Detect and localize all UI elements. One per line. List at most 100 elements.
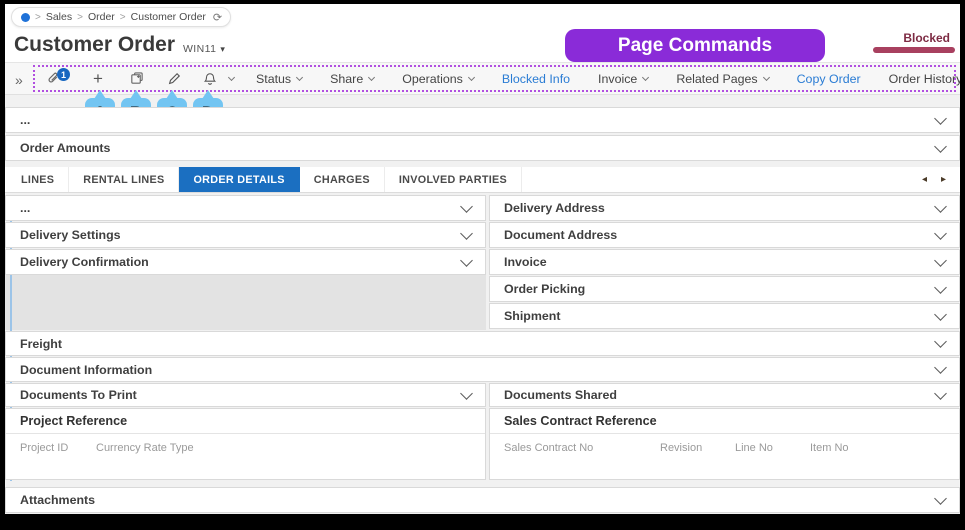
chevron-down-icon <box>934 253 947 267</box>
invoice-menu-label: Invoice <box>598 71 638 86</box>
section-label: Shipment <box>504 309 561 323</box>
section-row-invoice[interactable]: Invoice <box>489 249 960 275</box>
section-row-attachments[interactable]: Attachments <box>5 487 960 513</box>
chevron-down-icon <box>460 226 473 240</box>
action-toolbar: » 1 + <box>5 62 960 95</box>
copy-order-label: Copy Order <box>796 71 861 86</box>
toolbar-icon-group: 1 + <box>45 67 239 91</box>
section-row-delivery-confirmation[interactable]: Delivery Confirmation <box>5 249 486 275</box>
caret-down-icon: ▾ <box>220 44 226 54</box>
app-dot-icon <box>21 12 30 22</box>
refresh-icon[interactable]: ⟳ <box>212 11 223 24</box>
breadcrumb-item-order[interactable]: Order <box>87 11 115 23</box>
edit-button[interactable] <box>161 67 187 91</box>
breadcrumb-separator: > <box>35 11 41 23</box>
paperclip-icon <box>46 71 61 86</box>
section-row-document-address[interactable]: Document Address <box>489 222 960 248</box>
tab-scroll-right-icon[interactable]: ▸ <box>940 174 946 185</box>
chevron-down-icon <box>460 199 473 213</box>
chevron-down-icon <box>934 307 947 321</box>
field-label-currency-rate-type: Currency Rate Type <box>96 442 194 454</box>
section-label: Invoice <box>504 255 547 269</box>
section-row-order-picking[interactable]: Order Picking <box>489 276 960 302</box>
section-label: Delivery Address <box>504 201 605 215</box>
chevron-down-icon <box>368 73 376 81</box>
section-label: Order Amounts <box>20 141 111 155</box>
tab-strip: LINES RENTAL LINES ORDER DETAILS CHARGES… <box>5 167 960 193</box>
double-chevron-icon: » <box>15 71 23 88</box>
order-history-button[interactable]: Order History <box>878 72 960 86</box>
field-label-line-no: Line No <box>735 442 773 454</box>
app-window: > Sales > Order > Customer Order ⟳ Custo… <box>5 4 960 514</box>
chevron-down-icon <box>934 111 947 125</box>
section-label: Delivery Settings <box>20 228 121 242</box>
chevron-down-icon <box>934 386 947 400</box>
sales-contract-reference-header: Sales Contract Reference <box>490 409 959 434</box>
section-row-freight[interactable]: Freight <box>5 331 960 356</box>
section-row-documents-to-print[interactable]: Documents To Print <box>5 383 486 407</box>
section-row-more-top[interactable]: ... <box>5 107 960 133</box>
section-label: Document Information <box>20 362 153 377</box>
copy-order-button[interactable]: Copy Order <box>786 72 872 86</box>
chevron-down-icon <box>642 73 650 81</box>
section-label: Delivery Confirmation <box>20 255 149 269</box>
status-menu[interactable]: Status <box>245 72 313 86</box>
related-pages-menu[interactable]: Related Pages <box>665 72 779 86</box>
section-row-more-left[interactable]: ... <box>5 195 486 221</box>
tab-lines[interactable]: LINES <box>7 167 70 192</box>
breadcrumb-separator: > <box>119 11 126 23</box>
section-row-delivery-address[interactable]: Delivery Address <box>489 195 960 221</box>
new-button[interactable]: + <box>85 67 111 91</box>
breadcrumb-separator: > <box>77 11 83 23</box>
toolbar-highlight-outline: 1 + <box>33 65 960 92</box>
blocked-info-label: Blocked Info <box>501 71 571 86</box>
attachments-button[interactable]: 1 <box>45 67 71 91</box>
notifications-button[interactable] <box>197 67 223 91</box>
notifications-dropdown[interactable] <box>223 67 239 91</box>
tab-scroll-left-icon[interactable]: ◂ <box>921 174 927 185</box>
section-row-delivery-settings[interactable]: Delivery Settings <box>5 222 486 248</box>
chevron-down-icon <box>934 361 947 374</box>
company-label: WIN11 <box>183 43 217 55</box>
section-row-documents-shared[interactable]: Documents Shared <box>489 383 960 407</box>
section-label: Documents Shared <box>504 388 617 402</box>
section-label: Freight <box>20 336 62 351</box>
tab-order-details[interactable]: ORDER DETAILS <box>179 167 300 192</box>
breadcrumb-item-sales[interactable]: Sales <box>45 11 73 23</box>
tab-scroll-controls: ◂ ▸ <box>922 167 960 192</box>
invoice-menu[interactable]: Invoice <box>587 72 659 86</box>
sales-contract-reference-panel: Sales Contract Reference Sales Contract … <box>489 408 960 480</box>
field-label-item-no: Item No <box>810 442 849 454</box>
tab-involved-parties[interactable]: INVOLVED PARTIES <box>385 167 523 192</box>
copy-document-button[interactable] <box>123 67 149 91</box>
share-menu-label: Share <box>330 71 364 86</box>
chevron-down-icon <box>296 73 304 81</box>
company-selector[interactable]: WIN11 ▾ <box>183 43 225 55</box>
section-label: Attachments <box>20 493 96 507</box>
project-reference-fields: Project ID Currency Rate Type <box>6 434 485 480</box>
tab-rental-lines[interactable]: RENTAL LINES <box>69 167 180 192</box>
section-label: ... <box>20 201 31 215</box>
chevron-down-icon <box>467 73 475 81</box>
section-label: ... <box>20 113 31 127</box>
section-label: Document Address <box>504 228 618 242</box>
status-menu-label: Status <box>256 71 292 86</box>
section-label: Order Picking <box>504 282 586 296</box>
section-row-order-amounts[interactable]: Order Amounts <box>5 135 960 161</box>
project-reference-panel: Project Reference Project ID Currency Ra… <box>5 408 486 480</box>
tab-charges[interactable]: CHARGES <box>300 167 385 192</box>
copy-document-icon <box>129 71 144 86</box>
share-menu[interactable]: Share <box>319 72 385 86</box>
expand-toolbar-button[interactable]: » <box>15 63 23 96</box>
breadcrumb-item-customer-order[interactable]: Customer Order <box>130 11 206 23</box>
operations-menu[interactable]: Operations <box>391 72 485 86</box>
section-row-shipment[interactable]: Shipment <box>489 303 960 329</box>
breadcrumb[interactable]: > Sales > Order > Customer Order ⟳ <box>11 7 232 27</box>
section-row-document-information[interactable]: Document Information <box>5 357 960 382</box>
plus-icon: + <box>93 68 103 88</box>
chevron-down-icon <box>934 335 947 348</box>
blocked-info-button[interactable]: Blocked Info <box>491 72 581 86</box>
left-column-filler <box>5 275 486 330</box>
breadcrumb-bar: > Sales > Order > Customer Order ⟳ <box>5 4 960 29</box>
